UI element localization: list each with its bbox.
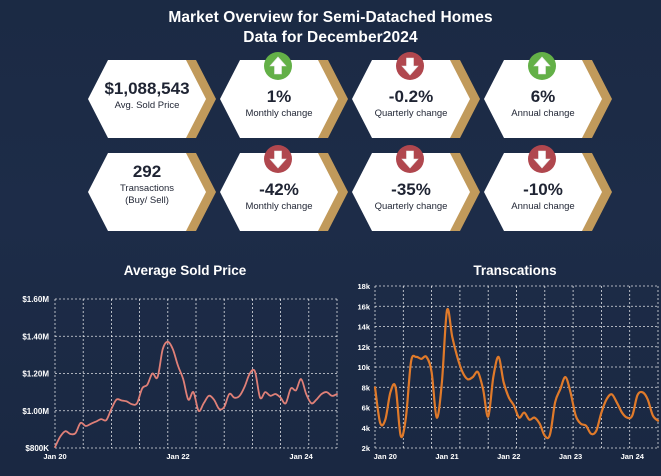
y-tick-label: 2k — [362, 444, 371, 453]
kpi-monthly-change-price: 1% Monthly change — [220, 52, 348, 141]
kpi-annual-change-transactions: -10% Annual change — [484, 145, 612, 234]
kpi-quarterly-change-price: -0.2% Quarterly change — [352, 52, 480, 141]
kpi-label: Quarterly change — [374, 108, 448, 119]
kpi-monthly-change-transactions: -42% Monthly change — [220, 145, 348, 234]
price-line-chart: $800K $1.00M $1.20M $1.40M $1.60M Jan 20 Jan 2… — [22, 295, 338, 461]
kpi-hexagon — [352, 60, 480, 138]
kpi-hexagon — [352, 153, 480, 231]
transactions-line-chart: 2k 4k 6k 8k 10k 12k 14k 16k 18k Jan 20 Jan 21 Jan 2… — [357, 282, 660, 461]
header: Market Overview for Semi-Datached Homes … — [0, 8, 661, 48]
x-tick-label: Jan 20 — [374, 452, 397, 461]
y-tick-label: 4k — [362, 424, 371, 433]
x-tick-label: Jan 21 — [435, 452, 458, 461]
kpi-value: 292 — [132, 162, 162, 181]
y-tick-label: $1.00M — [22, 407, 49, 416]
kpi-hexagon — [88, 60, 216, 138]
chart-title-price: Average Sold Price — [123, 263, 247, 278]
page-subtitle: Data for December2024 — [243, 29, 418, 46]
x-tick-label: Jan 24 — [289, 452, 313, 461]
x-tick-label: Jan 23 — [559, 452, 582, 461]
kpi-label: Annual change — [511, 201, 575, 212]
y-tick-label: $1.60M — [22, 295, 49, 304]
y-tick-label: $1.40M — [22, 332, 49, 341]
kpi-hexagon — [88, 153, 216, 231]
y-tick-label: $800K — [25, 444, 49, 453]
kpi-hexagon — [484, 60, 612, 138]
arrow-up-icon — [527, 51, 557, 81]
y-tick-label: 10k — [357, 363, 370, 372]
x-tick-label: Jan 22 — [497, 452, 520, 461]
kpi-hexagon — [220, 153, 348, 231]
y-tick-label: 16k — [357, 302, 370, 311]
kpi-label: Annual change — [511, 108, 575, 119]
kpi-value: -10% — [523, 180, 563, 199]
kpi-label: Quarterly change — [374, 201, 448, 212]
x-tick-label: Jan 22 — [166, 452, 189, 461]
kpi-value: $1,088,543 — [104, 79, 190, 98]
kpi-value: -35% — [391, 180, 431, 199]
arrow-down-icon — [263, 144, 293, 174]
arrow-down-icon — [527, 144, 557, 174]
kpi-hexagon — [220, 60, 348, 138]
kpi-avg-sold-price: $1,088,543 Avg. Sold Price — [88, 57, 216, 141]
kpi-label: Monthly change — [245, 201, 313, 212]
kpi-label: Transactions — [119, 183, 175, 194]
series-line — [373, 307, 660, 440]
page-title: Market Overview for Semi-Datached Homes — [168, 9, 493, 26]
kpi-label: Monthly change — [245, 108, 313, 119]
y-tick-label: 8k — [362, 383, 371, 392]
kpi-quarterly-change-transactions: -35% Quarterly change — [352, 145, 480, 234]
arrow-up-icon — [263, 51, 293, 81]
grid — [54, 298, 338, 449]
y-tick-label: 14k — [357, 323, 370, 332]
x-tick-label: Jan 20 — [43, 452, 66, 461]
chart-title-transactions: Transcations — [473, 263, 557, 278]
grid — [374, 285, 659, 449]
kpi-transactions: 292 Transactions (Buy/ Sell) — [88, 150, 216, 234]
y-tick-label: 6k — [362, 404, 371, 413]
kpi-label: Avg. Sold Price — [114, 100, 180, 111]
kpi-value: -0.2% — [388, 87, 434, 106]
kpi-value: -42% — [259, 180, 299, 199]
series-line — [54, 340, 338, 448]
kpi-value: 6% — [530, 87, 556, 106]
y-tick-label: 12k — [357, 343, 370, 352]
kpi-annual-change-price: 6% Annual change — [484, 52, 612, 141]
y-tick-label: $1.20M — [22, 370, 49, 379]
x-tick-label: Jan 24 — [621, 452, 645, 461]
arrow-down-icon — [395, 144, 425, 174]
y-tick-label: 18k — [357, 282, 370, 291]
kpi-value: 1% — [266, 87, 292, 106]
arrow-down-icon — [395, 51, 425, 81]
kpi-label-sub: (Buy/ Sell) — [125, 195, 169, 206]
kpi-hexagon — [484, 153, 612, 231]
